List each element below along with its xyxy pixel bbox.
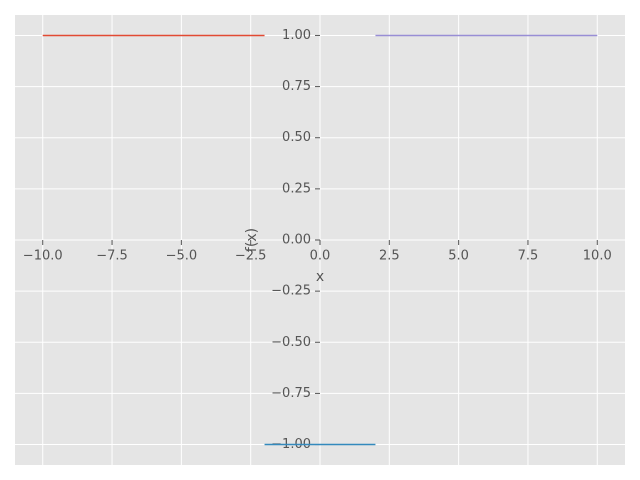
x-tick-label: −5.0 (166, 249, 198, 264)
x-tick-label: 2.5 (379, 249, 400, 264)
x-tick-label: 5.0 (448, 249, 469, 264)
y-tick-label: −0.75 (271, 386, 311, 401)
x-tick-label: 0.0 (310, 249, 331, 264)
y-tick-label: 0.75 (282, 79, 311, 94)
x-axis-label: x (316, 269, 324, 285)
x-tick-label: −2.5 (235, 249, 267, 264)
x-tick-label: 10.0 (583, 249, 612, 264)
y-tick-label: 0.50 (282, 130, 311, 145)
y-tick-label: 0.00 (282, 233, 311, 248)
x-tick-label: −7.5 (96, 249, 128, 264)
y-tick-label: 0.25 (282, 181, 311, 196)
y-axis-label: f(x) (244, 228, 260, 252)
y-tick-label: 1.00 (282, 28, 311, 43)
x-tick-label: 7.5 (518, 249, 539, 264)
y-tick-label: −0.50 (271, 335, 311, 350)
x-tick-label: −10.0 (23, 249, 63, 264)
y-tick-label: −0.25 (271, 284, 311, 299)
